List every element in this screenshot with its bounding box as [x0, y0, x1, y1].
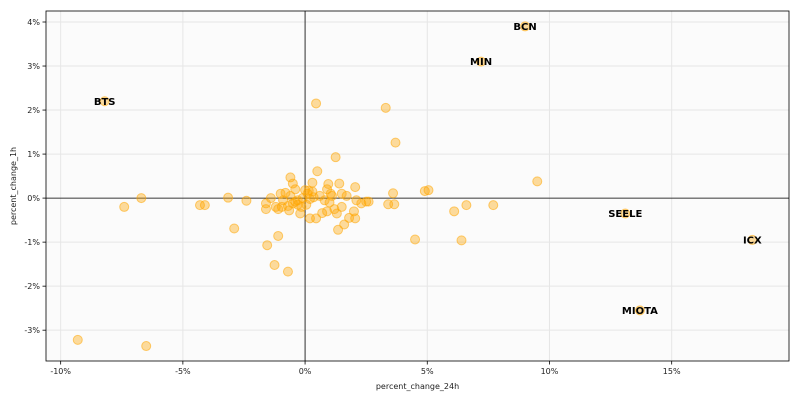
data-point: [282, 266, 293, 277]
annotation-label: ICX: [743, 235, 762, 246]
data-point: [341, 190, 352, 201]
data-point: [319, 195, 330, 206]
data-point: [273, 230, 284, 241]
y-tick-label: 2%: [27, 106, 40, 115]
data-point: [72, 334, 83, 345]
annotation-label: BCN: [513, 22, 536, 33]
data-point: [456, 235, 467, 246]
point-annotations: BCN MIN BTS SEELE ICX MIOTA: [94, 22, 762, 317]
annotation-label: SEELE: [608, 209, 642, 220]
x-tick-label: 0%: [299, 367, 312, 376]
data-point: [351, 195, 362, 206]
data-point: [136, 193, 147, 204]
data-point: [262, 240, 273, 251]
plot-area: [46, 11, 789, 361]
annotation-label: MIN: [470, 57, 492, 68]
y-tick-label: -2%: [24, 282, 40, 291]
data-point: [520, 21, 531, 32]
data-point: [304, 193, 315, 204]
y-tick-label: 0%: [27, 194, 40, 203]
x-tick-label: 5%: [421, 367, 434, 376]
data-point: [301, 199, 312, 210]
data-point: [276, 201, 287, 212]
data-point: [350, 213, 361, 224]
x-tick-label: 15%: [663, 367, 681, 376]
data-point: [99, 96, 110, 107]
data-point: [336, 201, 347, 212]
data-point: [241, 195, 252, 206]
data-point: [380, 102, 391, 113]
y-tick-label: 1%: [27, 150, 40, 159]
data-point: [361, 196, 372, 207]
data-point: [747, 234, 758, 245]
data-point: [141, 341, 152, 352]
data-point: [390, 137, 401, 148]
data-point: [620, 208, 631, 219]
data-point: [287, 178, 298, 189]
annotation-label: BTS: [94, 97, 116, 108]
data-point: [423, 185, 434, 196]
data-points: [72, 21, 758, 352]
data-point: [285, 172, 296, 183]
data-point: [461, 200, 472, 211]
data-point: [419, 186, 430, 197]
data-point: [634, 305, 645, 316]
y-axis-label: percent_change_1h: [9, 147, 18, 225]
data-point: [476, 56, 487, 67]
plot-frame: [45, 10, 790, 362]
data-point: [410, 234, 421, 245]
data-point: [330, 152, 341, 163]
data-point: [260, 204, 271, 215]
data-point: [317, 208, 328, 219]
data-point: [290, 184, 301, 195]
y-tick-label: -3%: [24, 326, 40, 335]
y-tick-label: 3%: [27, 62, 40, 71]
data-point: [336, 188, 347, 199]
data-point: [325, 188, 336, 199]
data-point: [303, 185, 314, 196]
annotation-label: MIOTA: [622, 306, 658, 317]
data-point: [280, 187, 291, 198]
data-point: [223, 192, 234, 203]
data-point: [290, 196, 301, 207]
data-point: [119, 201, 130, 212]
y-axis-ticks: -3% -2% -1% 0% 1% 2% 3% 4%: [24, 18, 46, 335]
x-tick-label: 10%: [541, 367, 559, 376]
data-point: [532, 176, 543, 187]
data-point: [312, 166, 323, 177]
data-point: [311, 98, 322, 109]
data-point: [199, 200, 210, 211]
y-tick-label: -1%: [24, 238, 40, 247]
x-tick-label: -5%: [175, 367, 191, 376]
data-point: [334, 178, 345, 189]
data-point: [350, 182, 361, 193]
data-point: [388, 188, 399, 199]
data-point: [389, 199, 400, 210]
data-point: [329, 204, 340, 215]
x-axis-label: percent_change_24h: [376, 382, 459, 391]
data-point: [229, 223, 240, 234]
y-tick-label: 4%: [27, 18, 40, 27]
data-point: [269, 260, 280, 271]
data-point: [449, 206, 460, 217]
data-point: [363, 196, 374, 207]
data-point: [488, 200, 499, 211]
data-point: [339, 219, 350, 230]
x-tick-label: -10%: [50, 367, 71, 376]
data-point: [265, 193, 276, 204]
x-axis-ticks: -10% -5% 0% 5% 10% 15%: [50, 361, 681, 376]
